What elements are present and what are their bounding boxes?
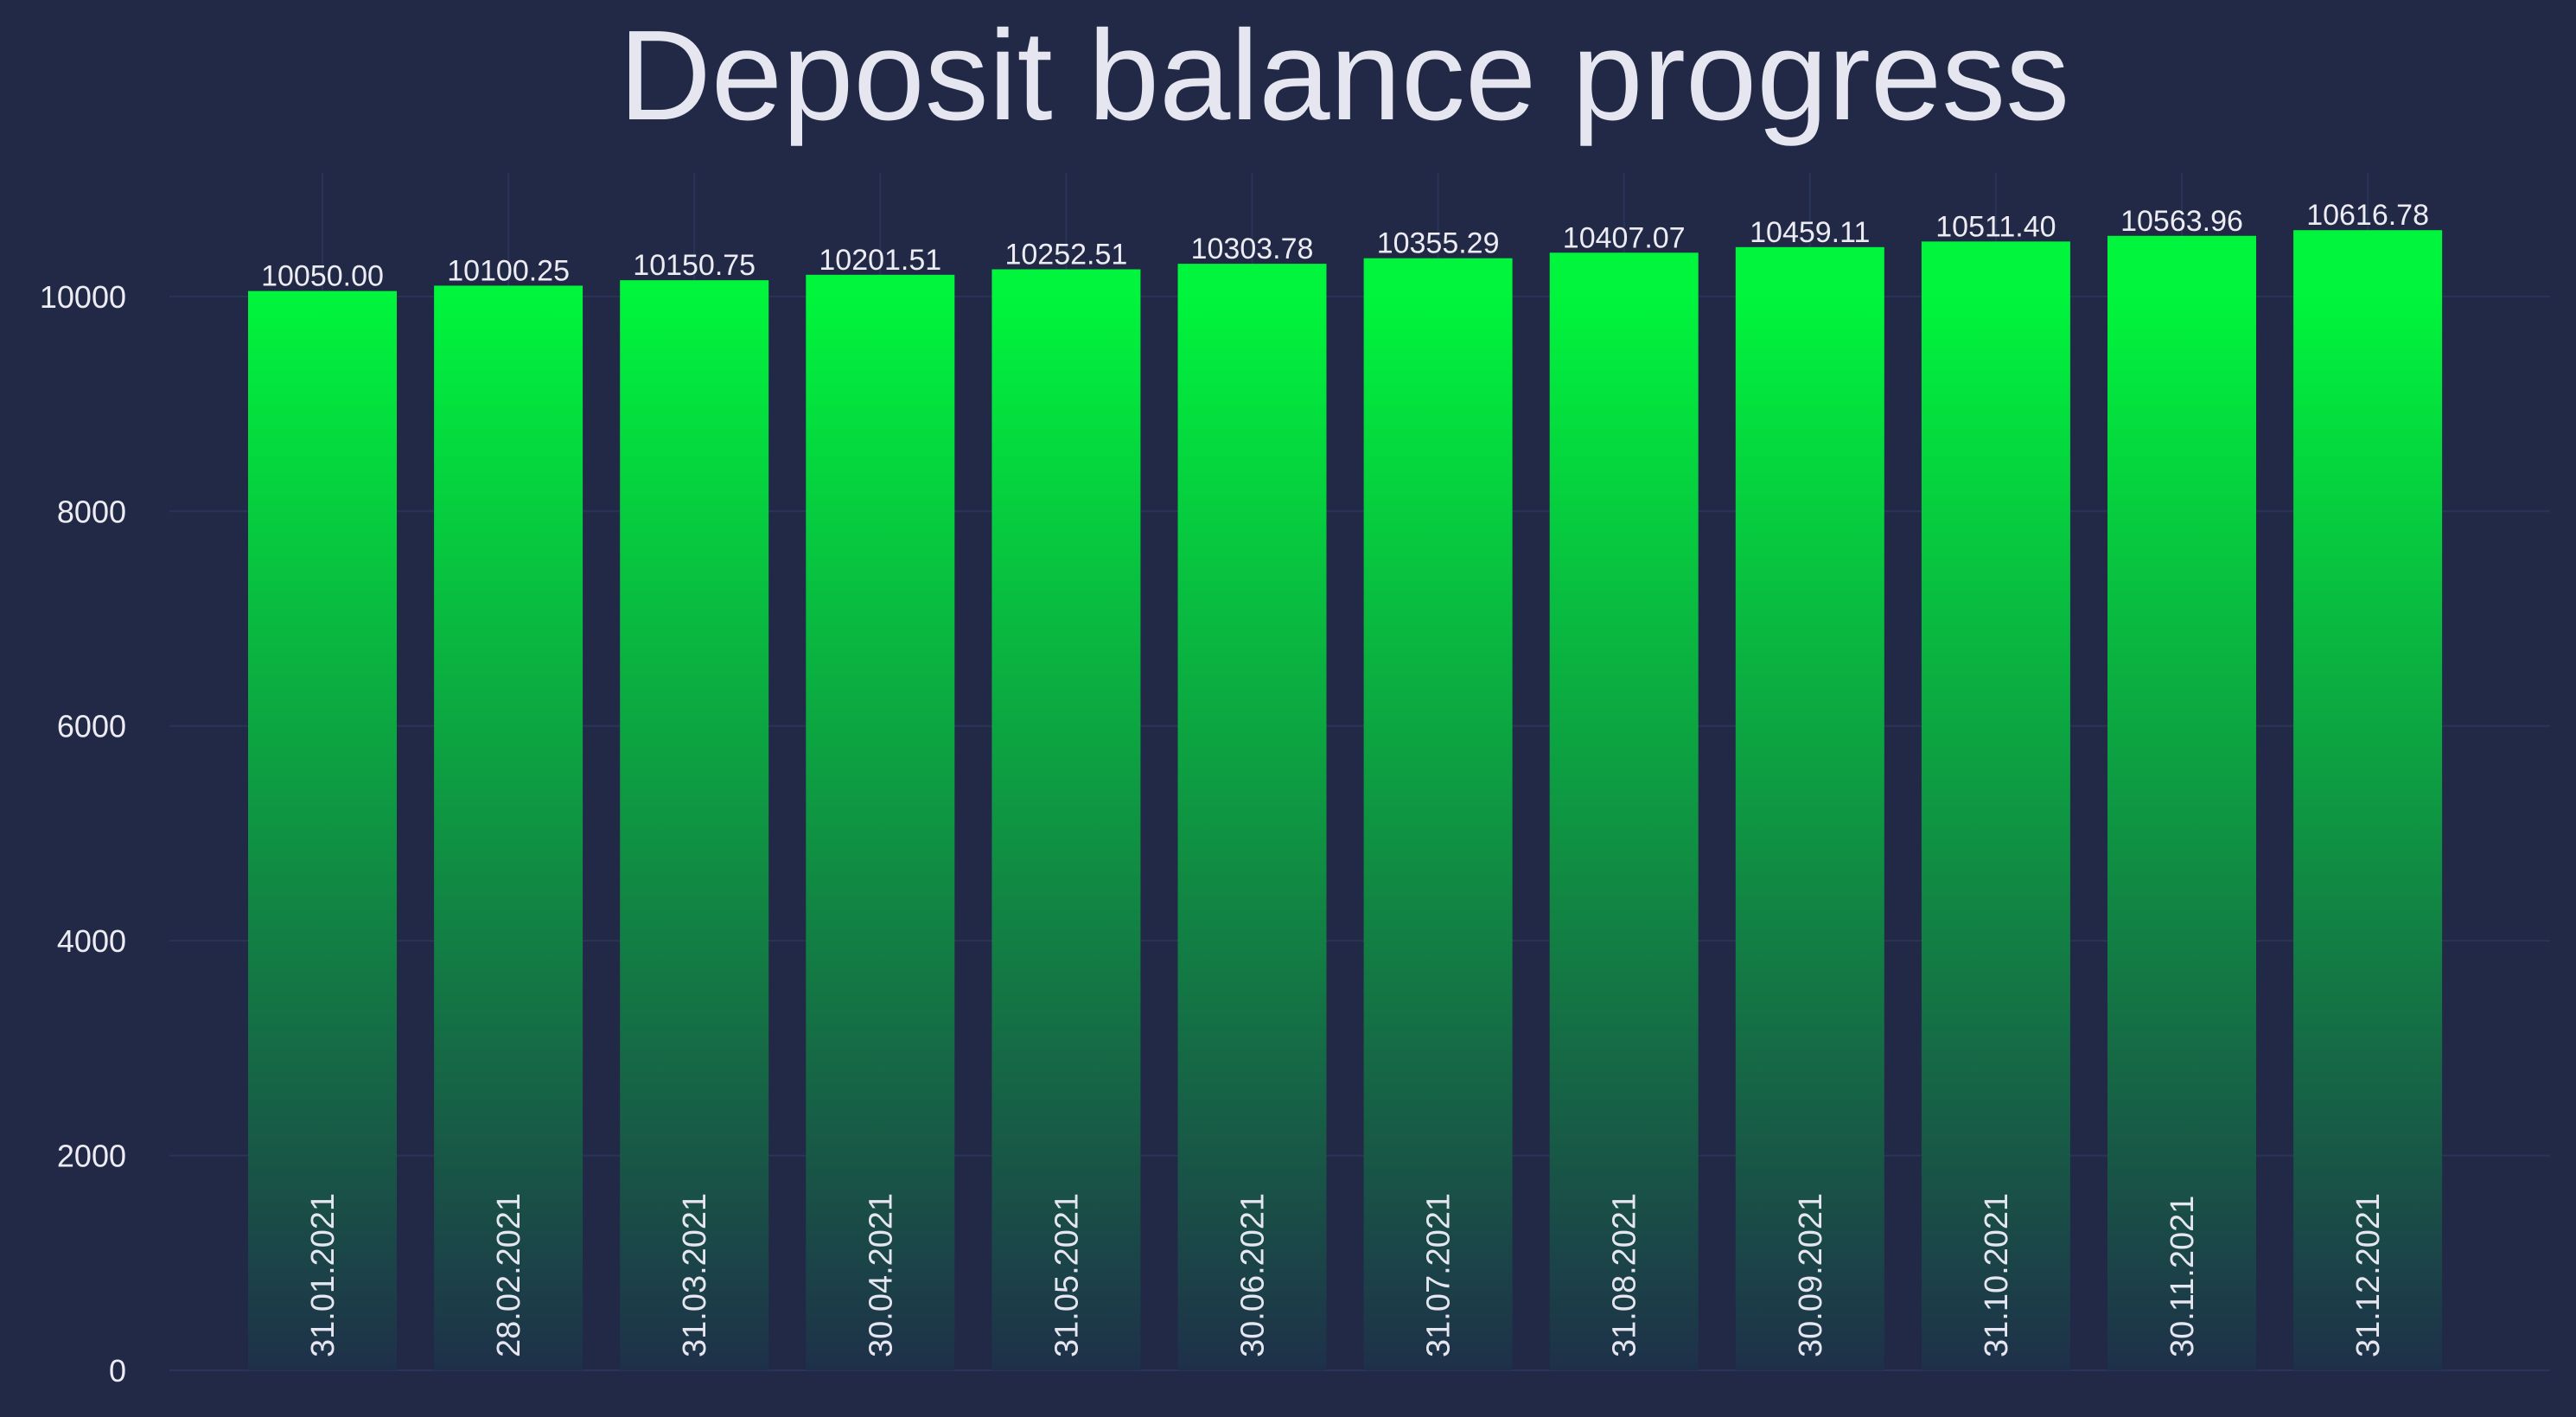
bar-value-label: 10252.51 — [1004, 238, 1127, 271]
x-category-label: 31.05.2021 — [1049, 1193, 1085, 1357]
y-tick-label: 0 — [109, 1353, 126, 1388]
x-category-label: 31.10.2021 — [1979, 1193, 2015, 1357]
bar — [992, 269, 1141, 1370]
bar-value-label: 10150.75 — [633, 249, 756, 282]
x-category-label: 30.09.2021 — [1793, 1193, 1829, 1357]
bar — [1363, 258, 1513, 1370]
y-tick-label: 4000 — [57, 923, 126, 959]
x-category-label: 30.06.2021 — [1235, 1193, 1272, 1357]
bar-value-label: 10355.29 — [1377, 227, 1500, 260]
bar-value-label: 10407.07 — [1563, 221, 1686, 254]
x-category-label: 31.08.2021 — [1607, 1193, 1643, 1357]
y-tick-label: 8000 — [57, 494, 126, 529]
bar — [1921, 241, 2070, 1370]
y-tick-label: 10000 — [40, 279, 126, 315]
bar — [2293, 230, 2443, 1371]
bars-layer — [248, 230, 2443, 1371]
bar — [1549, 252, 1699, 1371]
x-category-label: 31.07.2021 — [1421, 1193, 1457, 1357]
bar — [1177, 264, 1327, 1371]
bar — [2107, 235, 2256, 1370]
bar-value-label: 10100.25 — [447, 254, 570, 287]
x-category-label: 31.01.2021 — [305, 1193, 341, 1357]
labels-layer: 10050.00 31.01.2021 10100.25 28.02.2021 1015… — [261, 199, 2429, 1357]
bar-value-label: 10616.78 — [2306, 199, 2429, 232]
x-category-label: 31.03.2021 — [677, 1193, 713, 1357]
bar-value-label: 10303.78 — [1191, 233, 1314, 265]
x-category-label: 30.04.2021 — [863, 1193, 899, 1357]
bar-value-label: 10511.40 — [1935, 210, 2056, 243]
y-tick-label: 2000 — [57, 1139, 126, 1174]
bar — [248, 290, 397, 1371]
bar — [806, 274, 955, 1371]
bar — [434, 285, 583, 1370]
bar — [620, 280, 769, 1370]
bar-value-label: 10563.96 — [2120, 205, 2243, 238]
x-category-label: 30.11.2021 — [2165, 1196, 2201, 1357]
y-tick-label: 6000 — [57, 709, 126, 744]
bar — [1735, 246, 1884, 1370]
bar-value-label: 10050.00 — [261, 260, 384, 293]
bar-value-label: 10201.51 — [819, 244, 941, 277]
y-axis: 0 2000 4000 6000 8000 10000 — [40, 279, 126, 1388]
x-category-label: 28.02.2021 — [491, 1193, 527, 1357]
bar-value-label: 10459.11 — [1750, 216, 1870, 249]
chart-title: Deposit balance progress — [619, 4, 2069, 147]
x-category-label: 31.12.2021 — [2350, 1193, 2387, 1357]
